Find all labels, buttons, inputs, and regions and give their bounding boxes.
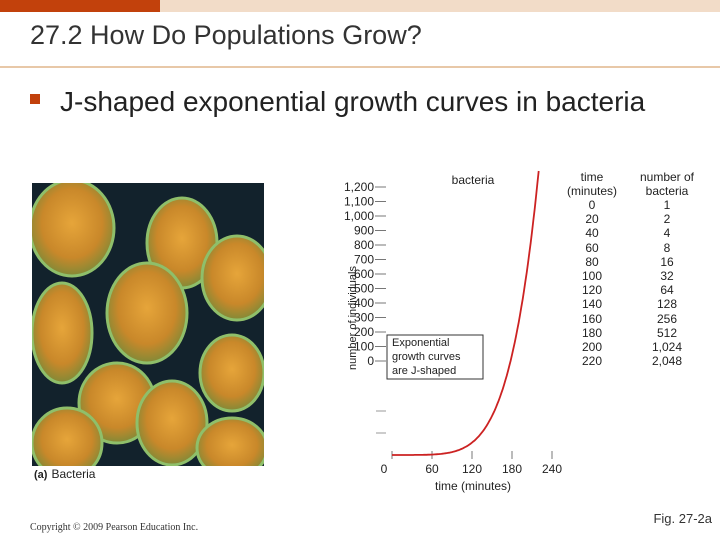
table-cell-count: 128: [656, 297, 678, 312]
series-label: bacteria: [452, 173, 495, 187]
table-cell-time: 40: [585, 226, 599, 241]
table-cell-count: 8: [663, 240, 671, 255]
table-row: 40 4: [560, 226, 710, 240]
table-cell-count: 64: [660, 283, 674, 298]
caption-text: Bacteria: [51, 467, 96, 481]
table-header-count: number of: [639, 170, 695, 184]
annotation-box: [386, 334, 484, 380]
table-cell-time: 180: [581, 325, 603, 340]
table-row: 100 32: [560, 269, 710, 283]
x-tick-label: 120: [462, 462, 482, 476]
growth-table: time number of (minutes) bacteria 0 1 20 2 4…: [560, 170, 710, 368]
table-cell-time: 0: [588, 198, 596, 212]
accent-bar: [0, 0, 160, 12]
annotation-text: Exponential: [392, 337, 450, 349]
table-row: 160 256: [560, 312, 710, 326]
bullet-text: J-shaped exponential growth curves in ba…: [60, 86, 646, 117]
table-row: 140 128: [560, 297, 710, 311]
x-tick-label: 60: [425, 462, 439, 476]
annotation-text: growth curves: [392, 351, 461, 363]
table-row: 200 1,024: [560, 340, 710, 354]
table-cell-time: 140: [581, 297, 603, 312]
table-header-row-1: time number of: [560, 170, 710, 184]
table-cell-time: 60: [585, 240, 599, 255]
y-tick-label: 1,200: [344, 180, 374, 194]
copyright-notice: Copyright © 2009 Pearson Education Inc.: [30, 522, 199, 533]
table-cell-count: 512: [656, 325, 678, 340]
table-row: 60 8: [560, 241, 710, 255]
caption-letter: (a): [34, 469, 48, 481]
y-tick-label: 500: [354, 282, 374, 296]
table-row: 20 2: [560, 212, 710, 226]
x-axis-title: time (minutes): [435, 479, 511, 493]
y-tick-label: 800: [354, 238, 374, 252]
table-row: 80 16: [560, 255, 710, 269]
bacteria-growth-curve: [392, 170, 540, 456]
table-cell-count: 16: [660, 254, 674, 269]
table-header-count-unit: bacteria: [645, 184, 689, 198]
table-cell-time: 160: [581, 311, 603, 326]
table-cell-count: 1,024: [651, 340, 683, 355]
growth-chart: 1,200 1,100 1,000 900 800 700 600 500 400 300 200 1…: [320, 165, 720, 495]
y-axis-title: number of individuals: [347, 266, 359, 370]
annotation-text: are J-shaped: [392, 365, 456, 377]
y-tick-label: 900: [354, 224, 374, 238]
bacteria-photo: [32, 183, 264, 466]
table-cell-count: 256: [656, 311, 678, 326]
photo-caption: (a) Bacteria: [34, 467, 95, 481]
bullet-square-icon: [30, 94, 40, 104]
header-band: [160, 0, 720, 12]
y-tick-label: 400: [354, 296, 374, 310]
table-body: 0 1 20 2 40 4 60 8 80 16 100 32 120 64 140 128 160 256 180…: [560, 198, 710, 368]
table-cell-time: 20: [585, 212, 599, 227]
table-cell-time: 220: [581, 354, 603, 369]
table-cell-count: 2,048: [651, 354, 683, 369]
y-tick-label: 1,100: [344, 195, 374, 209]
table-row: 120 64: [560, 283, 710, 297]
y-tick-label: 600: [354, 267, 374, 281]
slide-title: 27.2 How Do Populations Grow?: [30, 20, 422, 50]
title-divider: [0, 66, 720, 68]
table-cell-time: 120: [581, 283, 603, 298]
table-header-time: time: [580, 170, 604, 184]
table-cell-count: 32: [660, 269, 674, 284]
table-cell-count: 2: [663, 212, 671, 227]
x-tick-label: 240: [542, 462, 562, 476]
bacteria-micrograph: [32, 183, 264, 466]
table-cell-time: 100: [581, 269, 603, 284]
y-tick-label: 100: [354, 340, 374, 354]
figure-label: Fig. 27-2a: [653, 511, 712, 526]
y-tick-label: 700: [354, 253, 374, 267]
table-cell-time: 200: [581, 340, 603, 355]
table-header-time-unit: (minutes): [566, 184, 617, 198]
y-tick-label: 300: [354, 311, 374, 325]
table-row: 180 512: [560, 326, 710, 340]
y-tick-label: 200: [354, 325, 374, 339]
table-cell-count: 1: [663, 198, 671, 212]
x-tick-label: 180: [502, 462, 522, 476]
y-tick-label: 0: [367, 354, 374, 368]
table-header-row-2: (minutes) bacteria: [560, 184, 710, 198]
x-tick-label: 0: [381, 462, 388, 476]
table-cell-count: 4: [663, 226, 671, 241]
table-cell-time: 80: [585, 254, 599, 269]
y-tick-label: 1,000: [344, 209, 374, 223]
growth-chart-svg: 1,2001,1001,0009008007006005004003002001…: [344, 170, 562, 493]
table-row: 220 2,048: [560, 354, 710, 368]
